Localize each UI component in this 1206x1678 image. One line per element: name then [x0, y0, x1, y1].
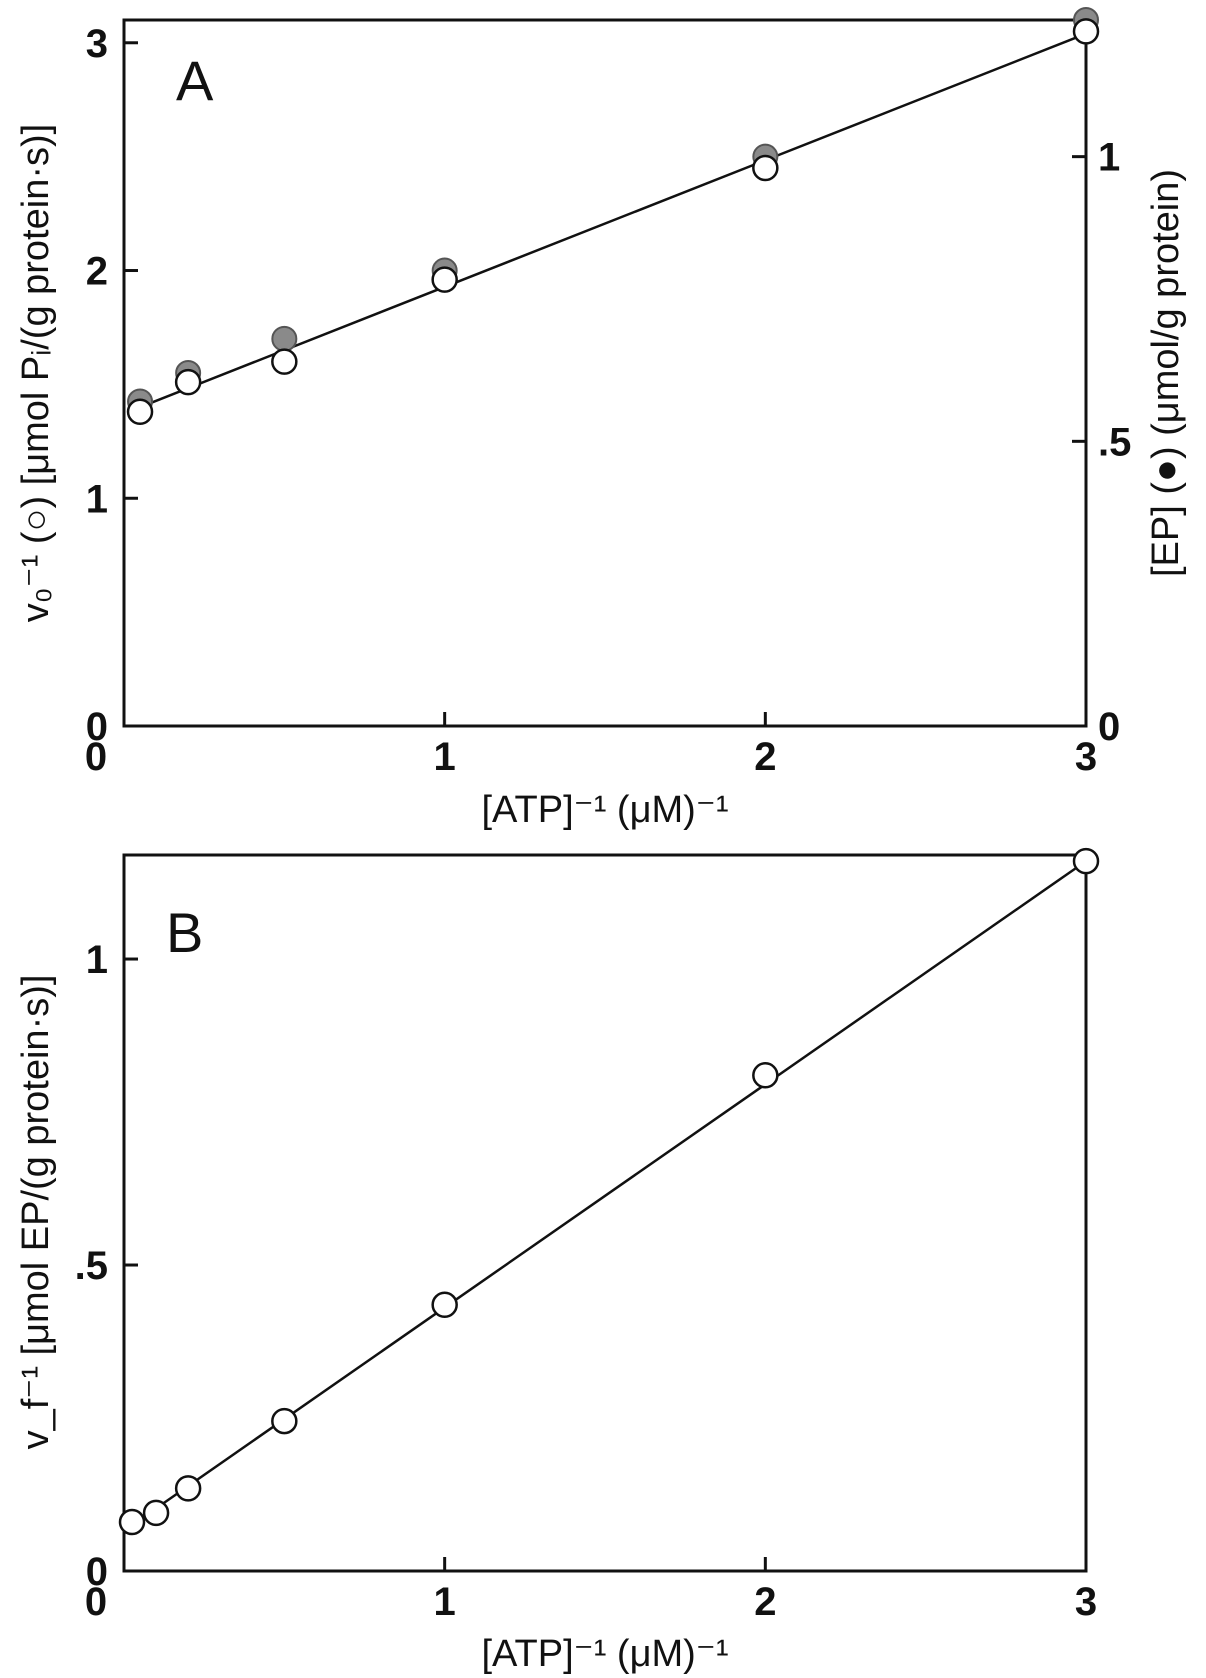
- y-tick-label: 0: [86, 1550, 108, 1594]
- y-right-tick-label: 1: [1098, 136, 1120, 180]
- open-circle-marker: [271, 1407, 298, 1435]
- panel-b: B 0 1 2 3 0 .5 1 [ATP]⁻¹ (μM)⁻¹ v_f⁻¹ [μmol EP…: [15, 847, 1100, 1675]
- x-tick-label: 1: [434, 1580, 456, 1624]
- x-tick-label: 2: [754, 1580, 776, 1624]
- panel-a-frame: [122, 18, 1088, 728]
- y-tick-label: 1: [86, 938, 108, 982]
- y-tick-label: .5: [75, 1244, 108, 1288]
- panel-a-x-axis-label: [ATP]⁻¹ (μM)⁻¹: [481, 789, 728, 831]
- fit-line: [139, 32, 1087, 409]
- panel-a-markers: [126, 7, 1100, 425]
- y-right-tick-label: 0: [1098, 705, 1120, 749]
- y-tick-label: 3: [86, 22, 108, 66]
- y-tick-label: 0: [86, 705, 108, 749]
- panel-b-y-axis-label: v_f⁻¹ [μmol EP/(g protein·s)]: [15, 975, 57, 1450]
- panel-b-x-axis-label: [ATP]⁻¹ (μM)⁻¹: [481, 1633, 728, 1675]
- open-circle-marker: [271, 348, 298, 375]
- x-tick-label: 3: [1075, 1580, 1097, 1624]
- y-tick-label: 2: [86, 250, 108, 294]
- x-tick-label: 0: [85, 1580, 107, 1624]
- open-circle-marker: [431, 1291, 458, 1319]
- open-circle-marker: [126, 398, 154, 425]
- panel-a-right-axis-label: [EP] (●) (μmol/g protein): [1145, 169, 1187, 577]
- panel-b-frame: [122, 853, 1088, 1573]
- open-circle-marker: [1072, 18, 1100, 45]
- y-tick-label: 1: [86, 477, 108, 521]
- x-tick-label: 1: [434, 735, 456, 779]
- open-circle-marker: [174, 1475, 202, 1502]
- filled-circle-marker: [271, 325, 298, 352]
- open-circle-marker: [1072, 847, 1100, 875]
- y-right-tick-label: .5: [1098, 420, 1131, 464]
- x-tick-label: 0: [85, 735, 107, 779]
- panel-a-label: A: [176, 49, 214, 112]
- panel-a-y-axis-label: v₀⁻¹ (○) [μmol Pᵢ/(g protein·s)]: [15, 124, 57, 622]
- x-tick-label: 2: [754, 735, 776, 779]
- panel-b-markers: [118, 847, 1100, 1536]
- open-circle-marker: [118, 1508, 146, 1536]
- open-circle-marker: [752, 1062, 779, 1089]
- panel-b-label: B: [166, 901, 203, 964]
- open-circle-marker: [142, 1499, 170, 1527]
- open-circle-marker: [174, 368, 202, 396]
- open-circle-marker: [431, 266, 458, 293]
- open-circle-marker: [752, 154, 779, 182]
- panel-b-ticks: 0 1 2 3 0 .5 1: [75, 938, 1097, 1624]
- panel-a-fit-line: [139, 32, 1087, 409]
- x-tick-label: 3: [1075, 735, 1097, 779]
